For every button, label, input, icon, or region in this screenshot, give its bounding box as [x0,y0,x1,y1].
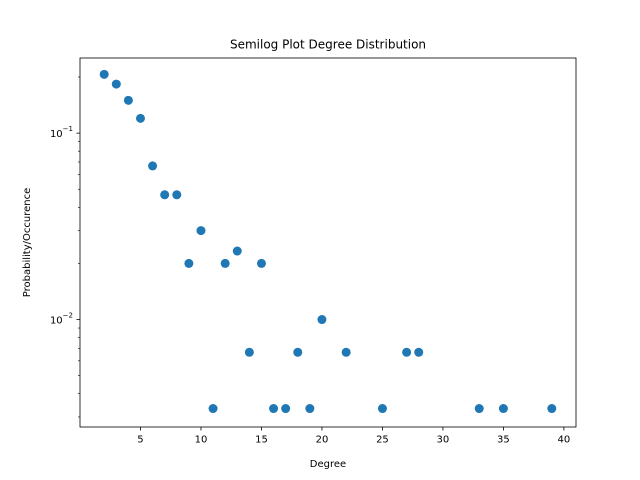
data-point [281,404,291,414]
data-point [305,404,315,414]
x-tick-label: 35 [497,435,510,446]
data-point [317,315,327,325]
data-point [123,95,133,105]
data-point [184,258,194,268]
data-point [293,347,303,357]
data-point [269,404,279,414]
scatter-points [99,69,557,414]
data-point [244,347,254,357]
data-point [547,404,557,414]
data-point [148,161,158,171]
data-point [111,79,121,89]
x-tick-label: 10 [195,435,208,446]
data-point [232,246,242,256]
data-point [256,258,266,268]
data-point [172,190,182,200]
data-point [341,347,351,357]
data-point [474,404,484,414]
data-point [377,404,387,414]
data-point [402,347,412,357]
chart-title: Semilog Plot Degree Distribution [230,38,426,52]
y-tick-label: 10−1 [50,125,73,140]
data-point [208,404,218,414]
data-point [220,258,230,268]
x-tick-label: 20 [316,435,329,446]
x-tick-label: 15 [255,435,268,446]
x-tick-label: 30 [437,435,450,446]
x-tick-label: 25 [376,435,389,446]
data-point [99,69,109,79]
data-point [498,404,508,414]
data-point [196,226,206,236]
data-point [160,190,170,200]
x-tick-label: 40 [558,435,571,446]
y-tick-label: 10−2 [50,312,73,327]
x-tick-label: 5 [137,435,143,446]
x-axis-label: Degree [310,459,346,470]
y-axis-label: Probability/Occurence [22,188,33,297]
data-point [135,113,145,123]
plot-frame [79,57,577,428]
data-point [414,347,424,357]
x-axis-ticks: 5 10 15 20 25 30 35 40 [137,427,570,446]
